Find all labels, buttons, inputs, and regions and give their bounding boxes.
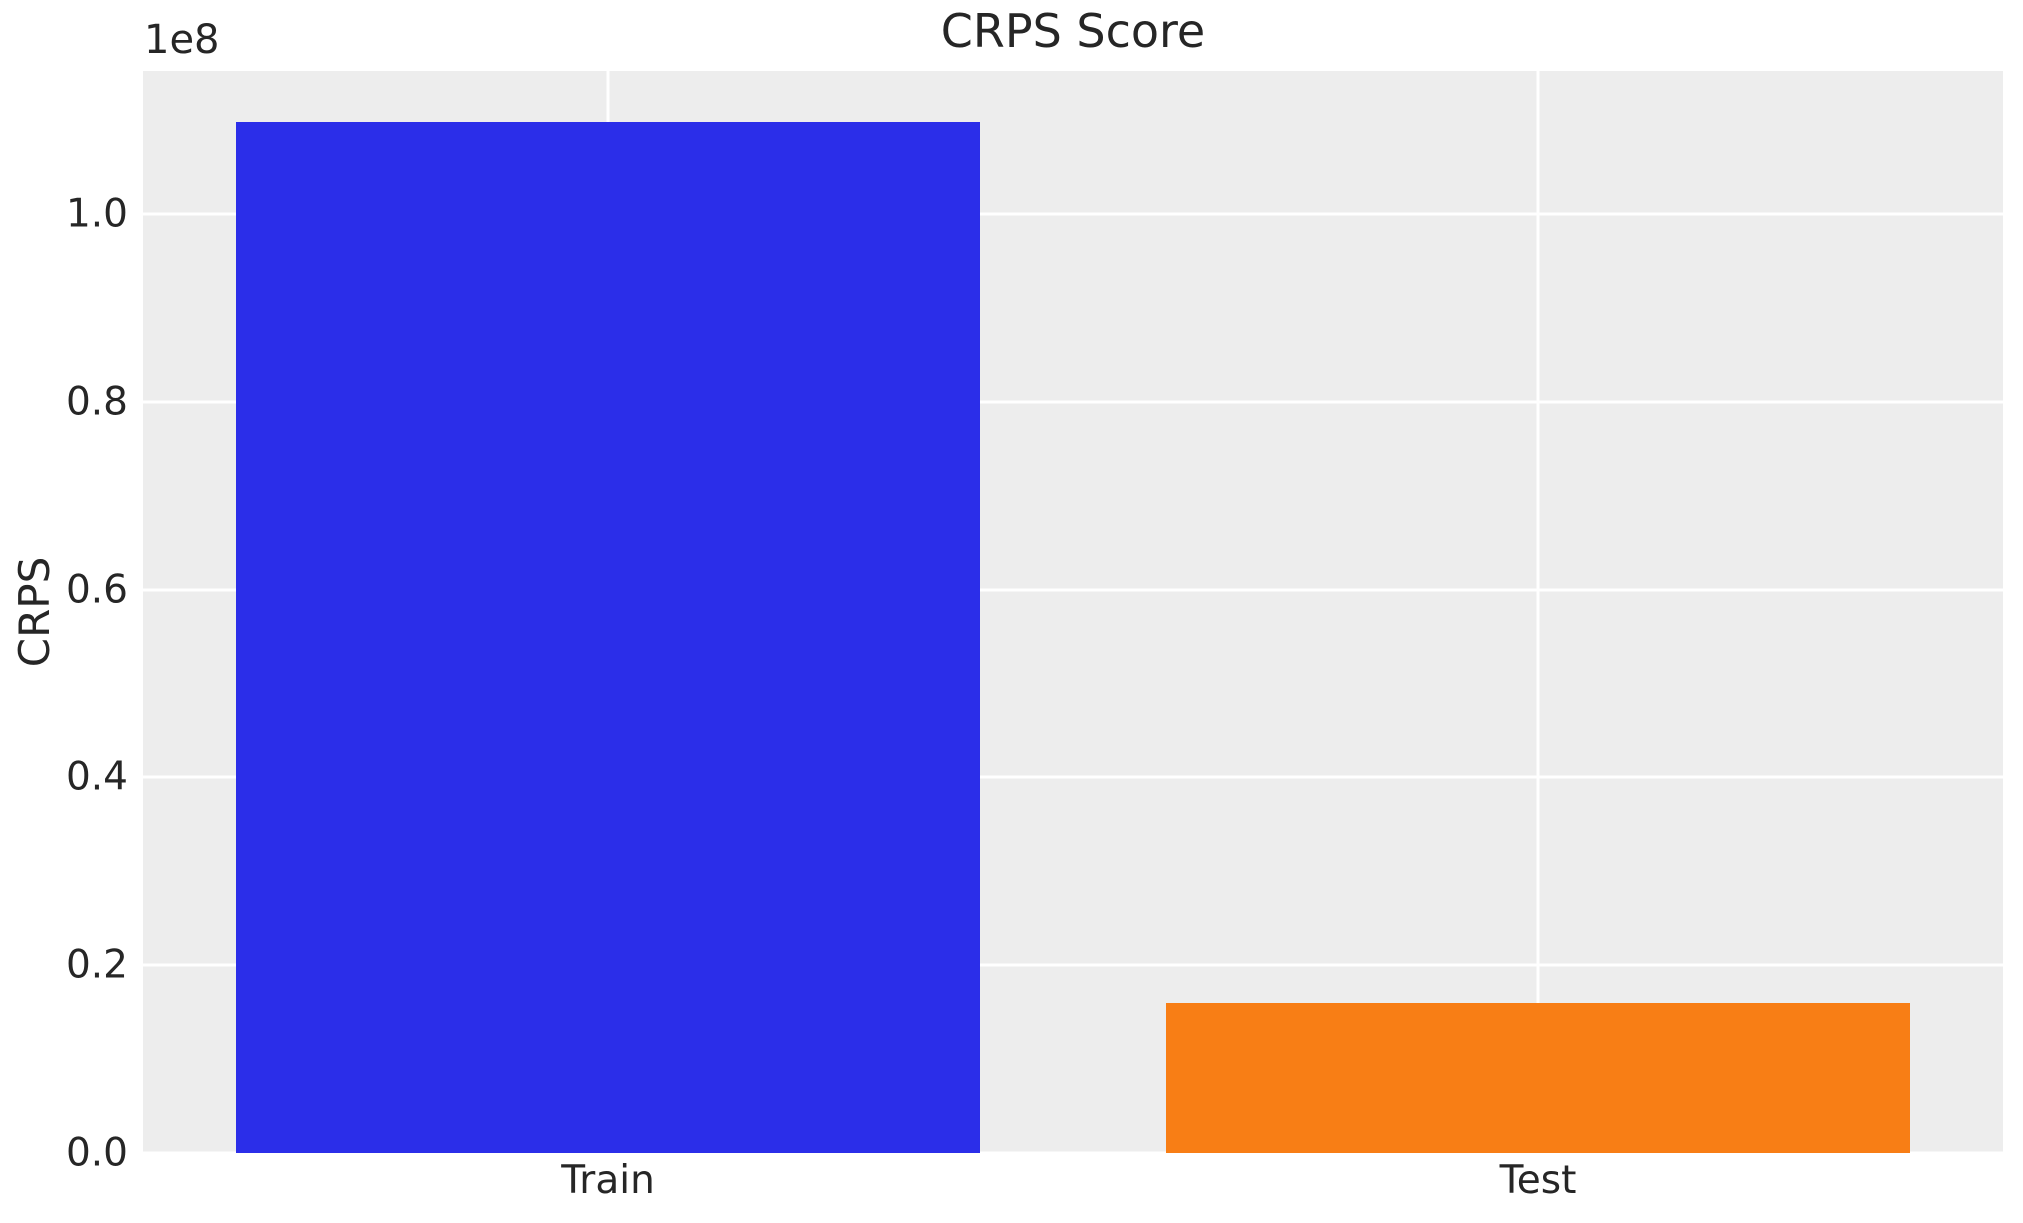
x-tick-label-test: Test <box>1499 1158 1577 1203</box>
bar-train <box>236 122 980 1153</box>
y-tick-label: 0.6 <box>65 567 128 613</box>
chart-title: CRPS Score <box>940 4 1206 58</box>
h-gridline <box>143 775 2003 779</box>
h-gridline <box>143 400 2003 404</box>
plot-area <box>143 71 2003 1153</box>
h-gridline <box>143 588 2003 592</box>
h-gridline <box>143 212 2003 216</box>
y-axis-offset-label: 1e8 <box>144 17 220 63</box>
y-tick-label: 0.4 <box>65 754 128 800</box>
y-tick-label: 0.2 <box>65 942 128 988</box>
h-gridline <box>143 963 2003 967</box>
bar-test <box>1166 1002 1910 1153</box>
x-tick-label-train: Train <box>561 1158 655 1203</box>
h-gridline <box>143 1151 2003 1153</box>
y-tick-label: 0.8 <box>65 379 128 425</box>
y-tick-label: 1.0 <box>65 191 128 237</box>
v-gridline <box>1536 71 1540 1153</box>
y-tick-label: 0.0 <box>65 1130 128 1176</box>
